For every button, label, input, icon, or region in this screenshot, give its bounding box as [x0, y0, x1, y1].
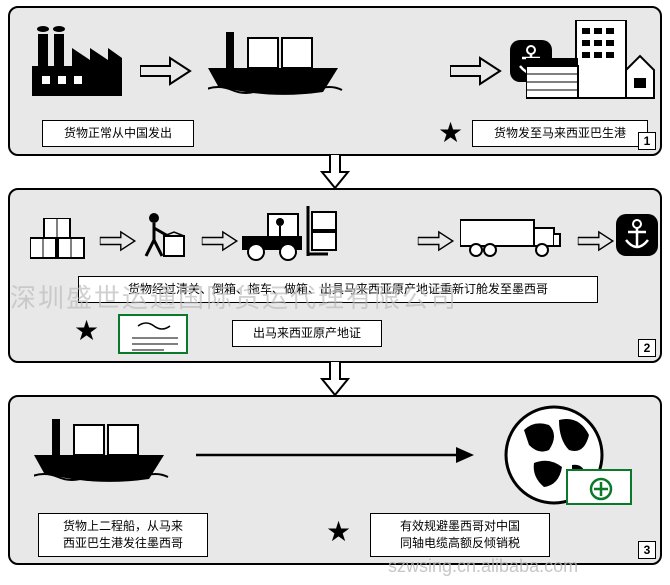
arrow-down-icon [320, 361, 350, 397]
factory-icon [32, 26, 122, 98]
star-icon: ★ [326, 515, 351, 548]
panel2-label-main: 货物经过清关、倒箱、拖车、做箱、出具马来西亚原产地证重新订舱发至墨西哥 [78, 276, 598, 303]
panel-number: 3 [638, 541, 656, 559]
panel3-label-right: 有效规避墨西哥对中国 同轴电缆高额反倾销税 [370, 513, 550, 557]
port-buildings-icon [526, 20, 656, 100]
truck-icon [460, 216, 564, 258]
panel1-label-right: 货物发至马来西亚巴生港 [472, 120, 648, 147]
arrow-icon [450, 56, 502, 86]
star-icon: ★ [74, 314, 99, 347]
ship-icon [208, 30, 348, 102]
arrow-icon [418, 231, 454, 252]
star-icon: ★ [438, 116, 463, 149]
panel3-label-left: 货物上二程船，从马来 西亚巴生港发往墨西哥 [38, 513, 208, 557]
certificate-icon [118, 314, 188, 354]
panel-1: 货物正常从中国发出 ★ 货物发至马来西亚巴生港 1 [8, 6, 662, 156]
certificate-badge-icon [566, 469, 632, 505]
forklift-icon [242, 206, 342, 262]
worker-icon [134, 212, 188, 260]
panel1-label-left: 货物正常从中国发出 [42, 120, 194, 147]
panel-3: 货物上二程船，从马来 西亚巴生港发往墨西哥 ★ 有效规避墨西哥对中国 同轴电缆高… [8, 395, 662, 565]
arrow-icon [100, 231, 136, 252]
panel-2: 货物经过清关、倒箱、拖车、做箱、出具马来西亚原产地证重新订舱发至墨西哥 ★ 出马… [8, 188, 662, 363]
boxes-icon [30, 218, 86, 260]
watermark-url: szwsing.cn.alibaba.com [388, 556, 578, 577]
panel-number: 2 [638, 339, 656, 357]
arrow-icon [578, 231, 614, 252]
panel2-label-cert: 出马来西亚原产地证 [232, 320, 382, 347]
ship-icon [34, 417, 174, 489]
anchor-icon [616, 214, 658, 256]
arrow-down-icon [320, 154, 350, 190]
panel-number: 1 [638, 132, 656, 150]
arrow-icon [202, 231, 238, 252]
arrow-icon [140, 56, 192, 86]
long-arrow-icon [196, 445, 476, 465]
